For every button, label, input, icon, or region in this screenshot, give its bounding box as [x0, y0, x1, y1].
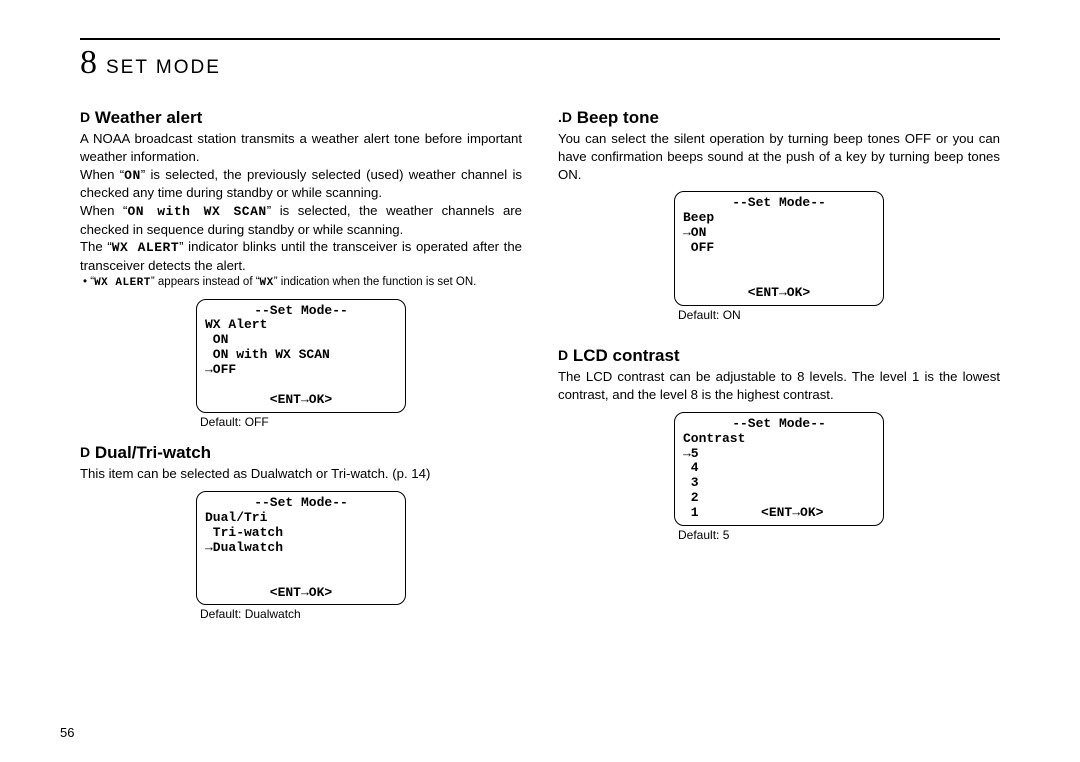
lcd-line: 2 — [683, 491, 875, 506]
left-column: D Weather alert A NOAA broadcast station… — [80, 108, 522, 635]
chapter-number: 8 — [80, 44, 96, 82]
default-label: Default: ON — [674, 308, 884, 322]
lcd-line — [205, 378, 397, 393]
lcd-line: WX Alert — [205, 318, 397, 333]
paragraph: This item can be selected as Dualwatch o… — [80, 465, 522, 483]
paragraph: The “WX ALERT” indicator blinks until th… — [80, 238, 522, 274]
two-column-layout: D Weather alert A NOAA broadcast station… — [80, 108, 1000, 635]
lcd-inline: WX ALERT — [112, 240, 179, 255]
lcd-line: ON — [205, 333, 397, 348]
section-heading-weather-alert: D Weather alert — [80, 108, 522, 128]
heading-text: LCD contrast — [573, 346, 680, 365]
lcd-line: Tri-watch — [205, 526, 397, 541]
paragraph: When “ON with WX SCAN” is selected, the … — [80, 202, 522, 238]
lcd-footer: <ENT→OK> — [683, 286, 875, 301]
lcd-title: --Set Mode-- — [683, 417, 875, 432]
lcd-screen-beep: --Set Mode-- Beep →ON OFF <ENT→OK> — [674, 191, 884, 306]
paragraph: When “ON” is selected, the previously se… — [80, 166, 522, 202]
lcd-footer: <ENT→OK> — [205, 393, 397, 408]
lcd-line: 4 — [683, 461, 875, 476]
section-heading-dual-tri: D Dual/Tri-watch — [80, 443, 522, 463]
default-label: Default: Dualwatch — [196, 607, 406, 621]
lcd-inline: WX ALERT — [94, 277, 151, 289]
lcd-line: 1 <ENT→OK> — [683, 506, 875, 521]
lcd-line: ON with WX SCAN — [205, 348, 397, 363]
diamond-icon: D — [558, 347, 568, 363]
lcd-footer: <ENT→OK> — [205, 586, 397, 601]
lcd-line: →ON — [683, 226, 875, 241]
lcd-line — [683, 256, 875, 271]
note: • “WX ALERT” appears instead of “WX” ind… — [80, 275, 522, 291]
lcd-line: OFF — [683, 241, 875, 256]
lcd-screen-dual-tri: --Set Mode-- Dual/Tri Tri-watch →Dualwat… — [196, 491, 406, 606]
lcd-inline: WX — [260, 277, 274, 289]
paragraph: The LCD contrast can be adjustable to 8 … — [558, 368, 1000, 404]
lcd-line: Beep — [683, 211, 875, 226]
heading-text: Dual/Tri-watch — [95, 443, 211, 462]
lcd-line: Contrast — [683, 432, 875, 447]
page-number: 56 — [60, 725, 74, 740]
lcd-title: --Set Mode-- — [205, 496, 397, 511]
top-rule — [80, 38, 1000, 40]
heading-text: Beep tone — [577, 108, 659, 127]
lcd-line — [683, 271, 875, 286]
chapter-header: 8 SET MODE — [80, 44, 1000, 82]
lcd-line: →5 — [683, 447, 875, 462]
section-heading-beep-tone: .D Beep tone — [558, 108, 1000, 128]
default-label: Default: 5 — [674, 528, 884, 542]
lcd-title: --Set Mode-- — [683, 196, 875, 211]
manual-page: 8 SET MODE D Weather alert A NOAA broadc… — [0, 0, 1080, 655]
chapter-title: SET MODE — [106, 57, 221, 79]
diamond-icon: D — [80, 109, 90, 125]
lcd-line: 3 — [683, 476, 875, 491]
right-column: .D Beep tone You can select the silent o… — [558, 108, 1000, 635]
lcd-line — [205, 556, 397, 571]
paragraph: You can select the silent operation by t… — [558, 130, 1000, 183]
lcd-title: --Set Mode-- — [205, 304, 397, 319]
lcd-line — [205, 571, 397, 586]
heading-text: Weather alert — [95, 108, 202, 127]
diamond-icon: D — [80, 444, 90, 460]
paragraph: A NOAA broadcast station transmits a wea… — [80, 130, 522, 166]
lcd-screen-contrast: --Set Mode-- Contrast →5 4 3 2 1 <ENT→OK… — [674, 412, 884, 527]
lcd-line: →OFF — [205, 363, 397, 378]
lcd-line: Dual/Tri — [205, 511, 397, 526]
default-label: Default: OFF — [196, 415, 406, 429]
section-heading-lcd-contrast: D LCD contrast — [558, 346, 1000, 366]
diamond-icon: .D — [558, 109, 572, 125]
lcd-screen-wx-alert: --Set Mode-- WX Alert ON ON with WX SCAN… — [196, 299, 406, 414]
lcd-line: →Dualwatch — [205, 541, 397, 556]
lcd-inline: ON with WX SCAN — [127, 204, 266, 219]
lcd-inline: ON — [124, 168, 141, 183]
